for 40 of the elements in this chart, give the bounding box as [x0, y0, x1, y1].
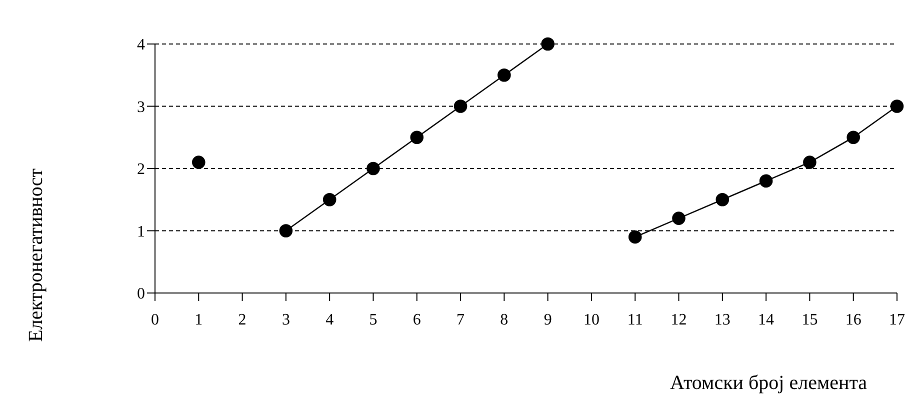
point — [672, 212, 686, 225]
x-tick-label: 14 — [758, 311, 774, 328]
point — [803, 156, 816, 169]
point — [454, 100, 468, 113]
x-tick-label: 12 — [670, 311, 687, 328]
x-tick-label: 1 — [194, 311, 203, 328]
point — [279, 224, 293, 238]
y-axis-title: Електронегативност — [25, 168, 48, 342]
x-tick-label: 10 — [583, 311, 600, 328]
point — [890, 100, 904, 113]
x-tick-label: 13 — [714, 311, 730, 328]
x-tick-label: 7 — [456, 311, 465, 328]
x-tick-label: 11 — [627, 311, 643, 328]
point — [716, 192, 730, 206]
x-tick-label: 6 — [412, 311, 421, 328]
y-tick-label: 4 — [137, 36, 145, 54]
x-tick-label: 2 — [238, 311, 246, 328]
y-tick-label: 1 — [137, 223, 145, 240]
x-tick-label: 16 — [845, 311, 862, 328]
y-tick-label: 0 — [137, 286, 145, 303]
point — [846, 130, 860, 144]
x-tick-label: 0 — [151, 311, 159, 328]
point — [410, 130, 424, 144]
x-tick-label: 9 — [544, 311, 552, 328]
x-tick-label: 8 — [500, 311, 508, 328]
y-tick-label: 3 — [137, 98, 145, 116]
point — [498, 68, 511, 82]
point — [366, 162, 380, 176]
point — [541, 37, 554, 51]
x-tick-label: 17 — [889, 311, 905, 328]
point — [192, 156, 206, 169]
point — [628, 230, 642, 244]
x-tick-label: 4 — [326, 311, 334, 328]
x-tick-label: 15 — [802, 311, 818, 328]
point — [322, 192, 336, 206]
y-tick-label: 2 — [137, 161, 145, 178]
point — [759, 174, 773, 188]
x-axis-title: Атомски број елемента — [670, 372, 868, 395]
x-tick-label: 3 — [282, 311, 290, 328]
x-tick-label: 5 — [369, 311, 378, 328]
